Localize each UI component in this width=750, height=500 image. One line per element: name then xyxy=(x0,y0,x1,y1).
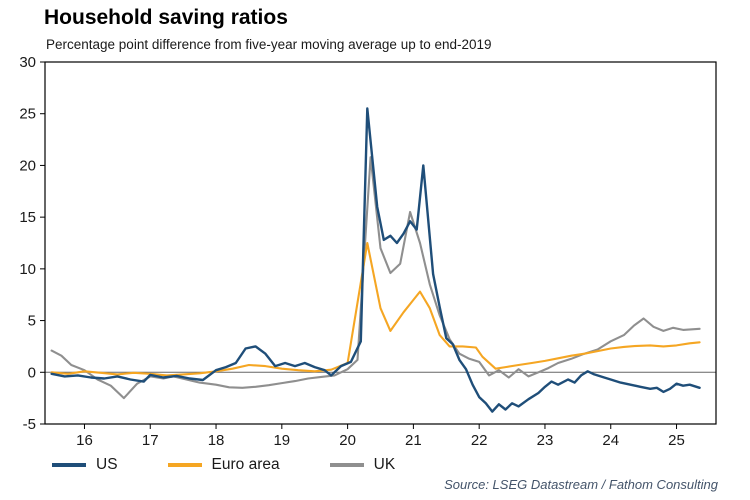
x-tick-label: 19 xyxy=(273,432,290,449)
x-tick-label: 17 xyxy=(142,432,159,449)
chart-legend: US Euro area UK xyxy=(52,456,395,474)
euro-area-line-swatch xyxy=(167,463,202,467)
x-tick-label: 24 xyxy=(602,432,619,449)
y-tick-label: 0 xyxy=(28,364,36,381)
legend-item-us: US xyxy=(52,456,118,474)
us-line-swatch xyxy=(52,463,86,467)
source-credit: Source: LSEG Datastream / Fathom Consult… xyxy=(444,477,718,492)
x-tick-label: 18 xyxy=(208,432,225,449)
x-tick-label: 20 xyxy=(339,432,356,449)
x-tick-label: 23 xyxy=(537,432,554,449)
y-tick-label: 5 xyxy=(28,313,36,330)
series-line-us xyxy=(50,107,701,413)
plot-frame xyxy=(44,61,717,425)
y-tick-label: 10 xyxy=(19,261,36,278)
legend-label-euro-area: Euro area xyxy=(211,456,280,473)
series-line-euro-area xyxy=(50,241,701,377)
y-tick-label: 30 xyxy=(19,54,36,71)
x-tick-label: 16 xyxy=(76,432,93,449)
legend-label-us: US xyxy=(96,456,118,473)
x-tick-label: 22 xyxy=(471,432,488,449)
legend-label-uk: UK xyxy=(373,456,396,473)
y-tick-label: 15 xyxy=(19,209,36,226)
page-title: Household saving ratios xyxy=(44,6,288,29)
legend-item-uk: UK xyxy=(329,456,396,474)
x-tick-label: 25 xyxy=(668,432,685,449)
y-tick-label: 20 xyxy=(19,157,36,174)
y-tick-label: -5 xyxy=(23,416,36,433)
chart-subtitle: Percentage point difference from five-ye… xyxy=(46,37,492,52)
legend-item-euro-area: Euro area xyxy=(167,456,280,474)
y-tick-label: 25 xyxy=(19,106,36,123)
x-tick-label: 21 xyxy=(405,432,422,449)
uk-line-swatch xyxy=(329,463,364,467)
